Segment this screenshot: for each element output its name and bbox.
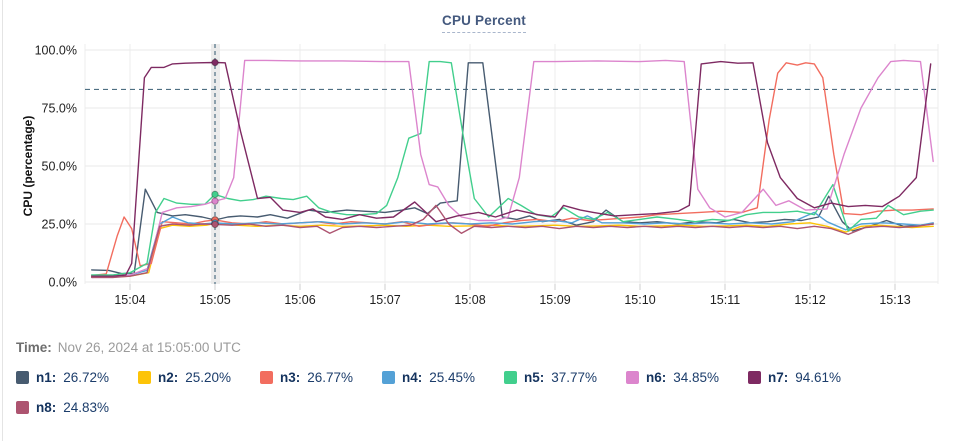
legend-value-n1: 26.72% (63, 369, 110, 385)
legend-name-n3: n3: (280, 369, 301, 385)
legend-value-n6: 34.85% (673, 369, 720, 385)
legend-item-n2[interactable]: n2: 25.20% (138, 366, 260, 388)
legend-name-n5: n5: (524, 369, 545, 385)
time-value: Nov 26, 2024 at 15:05:00 UTC (57, 340, 241, 355)
crosshair-dot-n6 (211, 197, 219, 205)
legend-item-n1[interactable]: n1: 26.72% (16, 366, 138, 388)
legend-swatch-n6 (626, 370, 639, 384)
time-label: Time: (16, 340, 52, 355)
legend-name-n1: n1: (36, 369, 57, 385)
x-axis-tick-label: 15:07 (369, 293, 400, 307)
cpu-percent-chart[interactable]: 0.0% 25.0% 50.0% 75.0% 100.0% 15:04 15:05 15:06… (0, 0, 968, 330)
y-axis-tick-label: 0.0% (49, 276, 78, 290)
x-axis-tick-label: 15:10 (624, 293, 655, 307)
legend-value-n5: 37.77% (551, 369, 598, 385)
legend-row-2: n8: 24.83% (16, 396, 956, 418)
x-axis-tick-label: 15:08 (454, 293, 485, 307)
legend-item-n6[interactable]: n6: 34.85% (626, 366, 748, 388)
legend-value-n3: 26.77% (307, 369, 354, 385)
y-axis-tick-label: 100.0% (35, 44, 77, 58)
panel-left-border (2, 0, 3, 441)
y-axis-title: CPU (percentage) (21, 116, 35, 217)
x-axis-tick-label: 15:09 (539, 293, 570, 307)
legend-value-n4: 25.45% (429, 369, 476, 385)
legend-swatch-n4 (382, 370, 395, 384)
legend-name-n4: n4: (402, 369, 423, 385)
x-axis-tick-label: 15:04 (114, 293, 145, 307)
crosshair-dot-n7 (211, 58, 219, 67)
legend-value-n2: 25.20% (185, 369, 232, 385)
x-axis-tick-label: 15:05 (199, 293, 230, 307)
x-axis-tick-label: 15:11 (710, 293, 740, 307)
legend-item-n5[interactable]: n5: 37.77% (504, 366, 626, 388)
chart-title-row: CPU Percent (0, 12, 968, 33)
legend-value-n8: 24.83% (63, 399, 110, 415)
series-line-n2[interactable] (90, 222, 934, 278)
legend-name-n6: n6: (646, 369, 667, 385)
legend-value-n7: 94.61% (795, 369, 842, 385)
crosshair-dot-n8 (211, 220, 219, 229)
legend-name-n7: n7: (768, 369, 789, 385)
legend-name-n2: n2: (158, 369, 179, 385)
legend-swatch-n8 (16, 400, 29, 414)
legend-name-n8: n8: (36, 399, 57, 415)
legend-row-1: n1: 26.72% n2: 25.20% n3: 26.77% n4: 25.45% n5: 3… (16, 366, 956, 388)
x-axis-tick-label: 15:12 (794, 293, 825, 307)
y-axis-tick-label: 25.0% (42, 218, 77, 232)
crosshair-dot-n5 (211, 190, 219, 199)
y-axis-tick-label: 50.0% (42, 160, 77, 174)
legend-swatch-n2 (138, 370, 151, 384)
legend-item-n7[interactable]: n7: 94.61% (748, 366, 870, 388)
series-line-n8[interactable] (90, 204, 934, 279)
series-line-n7[interactable] (90, 60, 932, 277)
crosshair-time-row: Time: Nov 26, 2024 at 15:05:00 UTC (16, 340, 241, 355)
x-axis-tick-label: 15:06 (284, 293, 315, 307)
legend-item-n8[interactable]: n8: 24.83% (16, 396, 138, 418)
x-axis-tick-label: 15:13 (879, 293, 910, 307)
legend-swatch-n5 (504, 370, 517, 384)
y-axis-tick-label: 75.0% (42, 102, 77, 116)
legend-swatch-n3 (260, 370, 273, 384)
legend-item-n4[interactable]: n4: 25.45% (382, 366, 504, 388)
legend-item-n3[interactable]: n3: 26.77% (260, 366, 382, 388)
chart-title: CPU Percent (442, 13, 526, 33)
legend-swatch-n1 (16, 370, 29, 384)
legend-swatch-n7 (748, 370, 761, 384)
